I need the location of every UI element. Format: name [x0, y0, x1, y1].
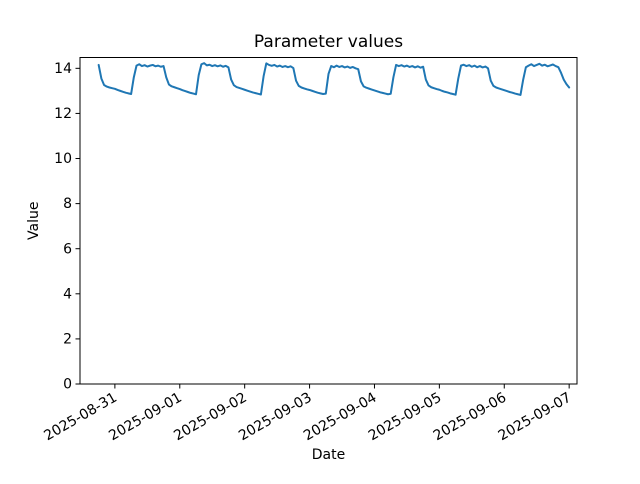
x-tick-label: 2025-09-02	[171, 390, 249, 445]
x-tick-label: 2025-08-31	[41, 390, 119, 445]
x-tick-label: 2025-09-06	[431, 390, 510, 445]
x-tick-label: 2025-09-05	[366, 390, 444, 445]
x-tick-label: 2025-09-03	[236, 390, 314, 445]
y-tick-label: 14	[54, 61, 72, 77]
y-tick-label: 2	[63, 332, 72, 348]
y-tick-label: 4	[63, 286, 72, 302]
x-tick-label: 2025-09-04	[301, 390, 380, 445]
y-tick-label: 0	[63, 377, 72, 393]
y-tick-label: 6	[63, 241, 72, 257]
y-axis-label: Value	[26, 202, 42, 240]
y-tick-label: 10	[54, 151, 72, 167]
chart-title: Parameter values	[254, 32, 403, 52]
x-tick-label: 2025-09-07	[496, 390, 574, 445]
parameter-values-line	[97, 62, 571, 96]
x-tick-label: 2025-09-01	[106, 390, 184, 445]
y-tick-label: 8	[63, 196, 72, 212]
y-tick-label: 12	[54, 106, 72, 122]
axes-spines	[79, 57, 578, 385]
x-axis-label: Date	[312, 447, 345, 463]
